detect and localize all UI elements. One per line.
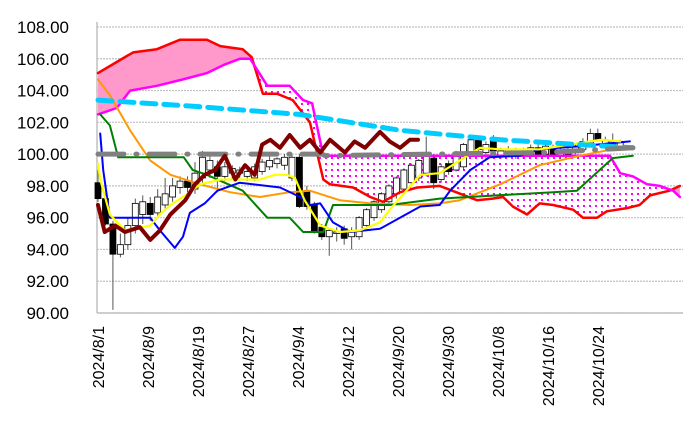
y-tick-label: 108.00 xyxy=(17,18,69,37)
candle xyxy=(281,154,288,170)
candle xyxy=(355,216,363,240)
candle-body-up xyxy=(325,229,333,238)
candle xyxy=(325,228,333,256)
x-tick-label: 2024/8/9 xyxy=(141,326,158,388)
x-tick-label: 2024/8/1 xyxy=(91,326,108,388)
y-tick-label: 106.00 xyxy=(17,50,69,69)
x-tick-label: 2024/10/8 xyxy=(491,326,508,397)
x-tick-label: 2024/9/30 xyxy=(441,326,458,397)
series-senkou_b xyxy=(96,57,682,199)
y-tick-label: 104.00 xyxy=(17,82,69,101)
candle-body-up xyxy=(281,156,288,166)
candle-body-up xyxy=(363,209,370,227)
candle-body-up xyxy=(355,217,363,238)
candle-body-up xyxy=(258,161,266,172)
candle-body-down xyxy=(184,180,191,188)
indicator-lines xyxy=(95,38,682,249)
candle xyxy=(266,155,273,170)
candle xyxy=(176,176,184,194)
candle xyxy=(385,184,393,205)
candle-body-up xyxy=(273,158,281,165)
candle-body-up xyxy=(154,196,162,214)
x-tick-label: 2024/9/4 xyxy=(291,326,308,388)
candle xyxy=(139,195,147,225)
candle xyxy=(430,154,438,190)
x-tick-label: 2024/8/19 xyxy=(191,326,208,397)
x-tick-label: 2024/10/24 xyxy=(591,326,608,406)
candle xyxy=(221,162,229,182)
candle-body-up xyxy=(422,155,430,174)
candle-body-up xyxy=(385,185,393,203)
y-axis: 90.00 92.00 94.00 96.00 98.00 100.00 102.00 104… xyxy=(17,18,98,323)
series-kijun xyxy=(99,113,634,233)
candle-body-down xyxy=(146,202,154,215)
candle-body-up xyxy=(131,202,139,227)
candle-body-up xyxy=(116,244,124,255)
candle xyxy=(363,208,370,229)
candle xyxy=(400,168,408,193)
series-tenkan xyxy=(99,132,631,249)
candle-body-up xyxy=(392,177,400,195)
candle-body-up xyxy=(139,201,147,215)
candle-body-up xyxy=(243,171,251,177)
series-senkou_a xyxy=(96,38,682,219)
y-tick-label: 100.00 xyxy=(17,145,69,164)
candle xyxy=(407,163,415,186)
candle xyxy=(161,177,169,210)
candle-body-up xyxy=(206,160,214,171)
cloud-bearish xyxy=(253,64,671,218)
series-cyan xyxy=(95,97,636,151)
candle-body-up xyxy=(161,193,169,206)
candle xyxy=(116,233,124,258)
x-tick-label: 2024/9/20 xyxy=(391,326,408,397)
candle xyxy=(169,177,177,202)
y-tick-label: 102.00 xyxy=(17,113,69,132)
candle-body-up xyxy=(370,201,378,219)
y-tick-label: 92.00 xyxy=(26,272,69,291)
cloud-bullish xyxy=(98,39,254,115)
y-tick-label: 94.00 xyxy=(26,240,69,259)
candle xyxy=(273,157,281,169)
candle xyxy=(258,158,266,175)
candle-body-up xyxy=(221,166,229,177)
series-chikou xyxy=(96,129,420,242)
series-gray xyxy=(95,145,636,159)
y-tick-label: 90.00 xyxy=(26,304,69,323)
candle-body-up xyxy=(124,225,132,246)
candle xyxy=(109,220,117,310)
candle xyxy=(154,189,162,218)
candle xyxy=(124,217,132,250)
candle-body-up xyxy=(176,180,184,188)
candle-body-down xyxy=(94,182,102,199)
candle-body-up xyxy=(266,160,273,168)
series-orange xyxy=(97,78,622,206)
x-tick-label: 2024/10/16 xyxy=(541,326,558,406)
candle-body-up xyxy=(400,169,408,190)
series-yellow xyxy=(96,138,622,234)
candle-body-up xyxy=(407,164,415,184)
candle-body-up xyxy=(169,185,177,198)
x-axis: 2024/8/1 2024/8/9 2024/8/19 2024/8/27 2024/9… xyxy=(91,312,683,406)
y-tick-label: 96.00 xyxy=(26,209,69,228)
x-tick-label: 2024/9/12 xyxy=(341,326,358,397)
x-tick-label: 2024/8/27 xyxy=(241,326,258,397)
candle-body-down xyxy=(109,223,117,255)
candle-body-down xyxy=(430,157,438,184)
y-tick-label: 98.00 xyxy=(26,177,69,196)
candle xyxy=(94,170,102,202)
